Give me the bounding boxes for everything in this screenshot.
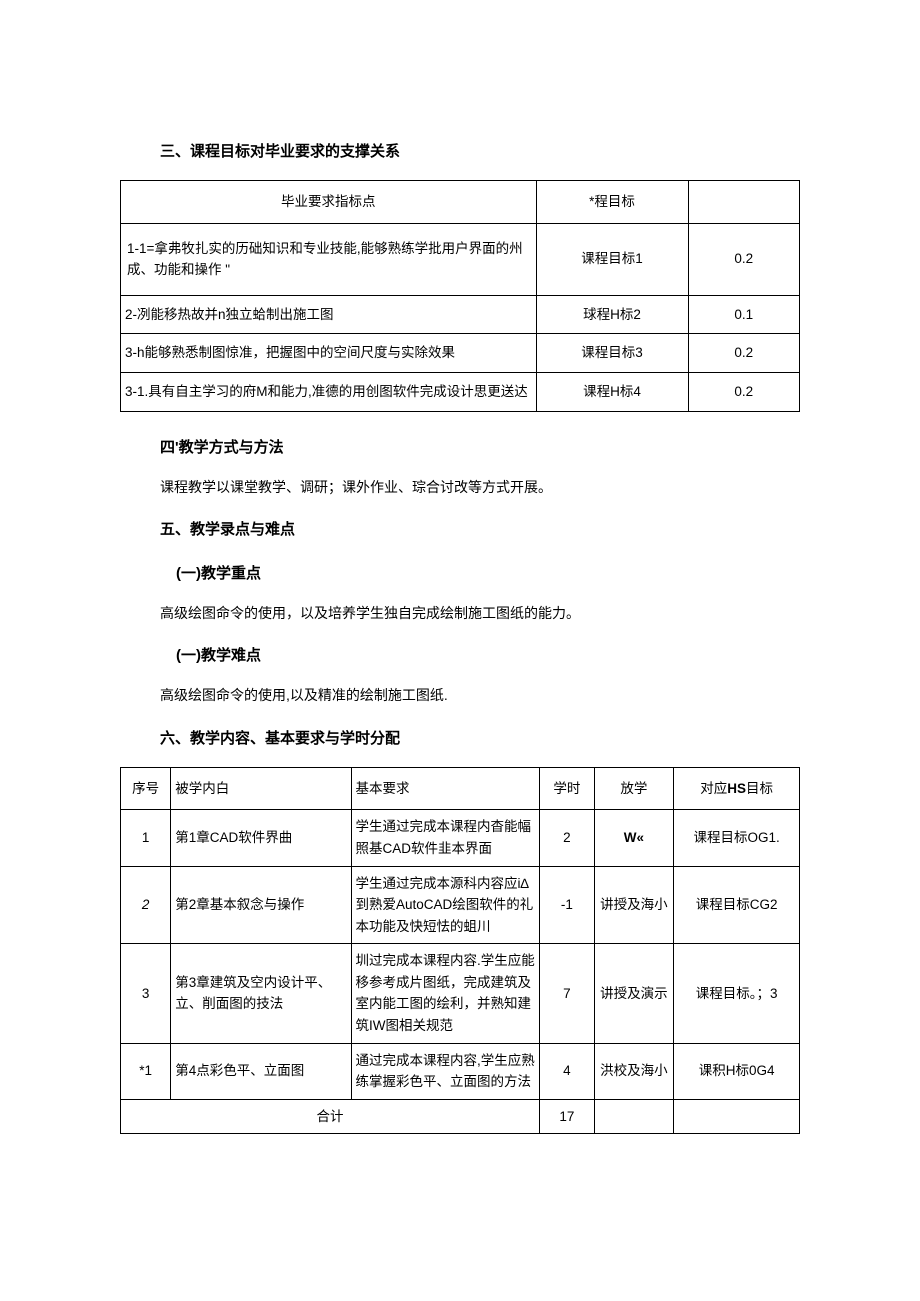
th-target-bold: HS: [727, 781, 746, 796]
th-value: [688, 181, 800, 224]
section-5-sub1-body: 高级绘图命令的使用，以及培养学生独自完成绘制施工图纸的能力。: [160, 602, 800, 624]
section-5-sub2-body: 高级绘图命令的使用,以及精准的绘制施工图纸.: [160, 684, 800, 706]
th-target-prefix: 对应: [700, 781, 727, 796]
table-row: 2 第2章基本叙念与操作 学生通过完成本源科内容应i∆到熟爱AutoCAD绘图软…: [121, 866, 800, 944]
th-method: 放学: [594, 767, 674, 810]
table-row: 3-h能够熟悉制图惊准，把握图中的空间尺度与实除效果 课程目标3 0.2: [121, 334, 800, 373]
cell-hours: 4: [540, 1043, 594, 1099]
cell-req: 3-1.具有自主学习的府M和能力,准德的用创图软件完成设计思更送达: [121, 372, 537, 411]
table-header-row: 序号 被学内白 基本要求 学时 放学 对应HS目标: [121, 767, 800, 810]
cell-seq: *1: [121, 1043, 171, 1099]
cell-target: 课程目标。；3: [674, 944, 800, 1043]
cell-target: 课程目标CG2: [674, 866, 800, 944]
cell-method: 讲授及海小: [594, 866, 674, 944]
th-content: 被学内白: [171, 767, 351, 810]
th-target: 对应HS目标: [674, 767, 800, 810]
cell-seq: 3: [121, 944, 171, 1043]
cell-target: 课程H标4: [536, 372, 688, 411]
table-header-row: 毕业要求指标点 *程目标: [121, 181, 800, 224]
th-target: *程目标: [536, 181, 688, 224]
table-row: 3 第3章建筑及空内设计平、立、削面图的技法 圳过完成本课程内容.学生应能移参考…: [121, 944, 800, 1043]
cell-target: 球程H标2: [536, 295, 688, 334]
cell-value: 0.1: [688, 295, 800, 334]
cell-content: 第1章CAD软件界曲: [171, 810, 351, 866]
cell-hours: 2: [540, 810, 594, 866]
cell-target: 课程目标1: [536, 223, 688, 295]
cell-req: 圳过完成本课程内容.学生应能移参考成片图纸，完成建筑及室内能工图的绘利，并熟知建…: [351, 944, 540, 1043]
section-4-body: 课程教学以课堂教学、调研；课外作业、琮合讨改等方式开展。: [160, 476, 800, 498]
table-row: 1 第1章CAD软件界曲 学生通过完成本课程内杳能幅照基CAD软件韭本界面 2 …: [121, 810, 800, 866]
table-graduation-requirements: 毕业要求指标点 *程目标 1-1=拿弗牧扎实的历础知识和专业技能,能够熟练学批用…: [120, 180, 800, 412]
cell-empty: [594, 1099, 674, 1134]
cell-content: 第3章建筑及空内设计平、立、削面图的技法: [171, 944, 351, 1043]
cell-content: 第4点彩色平、立面图: [171, 1043, 351, 1099]
cell-method: W«: [594, 810, 674, 866]
table-row: *1 第4点彩色平、立面图 通过完成本课程内容,学生应熟练掌握彩色平、立面图的方…: [121, 1043, 800, 1099]
section-3-heading: 三、课程目标对毕业要求的支撑关系: [160, 140, 800, 164]
section-5-sub1-heading: (一)教学重点: [176, 562, 800, 586]
th-target-suffix: 目标: [746, 781, 773, 796]
section-4-heading: 四'教学方式与方法: [160, 436, 800, 460]
cell-seq: 2: [121, 866, 171, 944]
cell-req: 学生通过完成本源科内容应i∆到熟爱AutoCAD绘图软件的礼本功能及快短怯的蛆川: [351, 866, 540, 944]
th-hours: 学时: [540, 767, 594, 810]
th-seq: 序号: [121, 767, 171, 810]
cell-value: 0.2: [688, 223, 800, 295]
table-row: 2-冽能移热故并n独立蛤制出施工图 球程H标2 0.1: [121, 295, 800, 334]
cell-seq: 1: [121, 810, 171, 866]
table-row: 3-1.具有自主学习的府M和能力,准德的用创图软件完成设计思更送达 课程H标4 …: [121, 372, 800, 411]
section-5-heading: 五、教学录点与难点: [160, 518, 800, 542]
cell-target: 课程目标3: [536, 334, 688, 373]
table-teaching-content: 序号 被学内白 基本要求 学时 放学 对应HS目标 1 第1章CAD软件界曲 学…: [120, 767, 800, 1135]
cell-hours: 7: [540, 944, 594, 1043]
cell-empty: [674, 1099, 800, 1134]
cell-value: 0.2: [688, 334, 800, 373]
cell-hours: -1: [540, 866, 594, 944]
section-6-heading: 六、教学内容、基本要求与学时分配: [160, 727, 800, 751]
cell-content: 第2章基本叙念与操作: [171, 866, 351, 944]
th-requirement: 毕业要求指标点: [121, 181, 537, 224]
cell-target: 课积H标0G4: [674, 1043, 800, 1099]
cell-method: 洪校及海小: [594, 1043, 674, 1099]
cell-req: 3-h能够熟悉制图惊准，把握图中的空间尺度与实除效果: [121, 334, 537, 373]
cell-req: 学生通过完成本课程内杳能幅照基CAD软件韭本界面: [351, 810, 540, 866]
cell-req: 2-冽能移热故并n独立蛤制出施工图: [121, 295, 537, 334]
table-row: 1-1=拿弗牧扎实的历础知识和专业技能,能够熟练学批用户界面的州成、功能和操作 …: [121, 223, 800, 295]
cell-method: 讲授及演示: [594, 944, 674, 1043]
cell-target: 课程目标OG1.: [674, 810, 800, 866]
cell-req: 1-1=拿弗牧扎实的历础知识和专业技能,能够熟练学批用户界面的州成、功能和操作 …: [121, 223, 537, 295]
th-req: 基本要求: [351, 767, 540, 810]
table-total-row: 合计 17: [121, 1099, 800, 1134]
cell-total-hours: 17: [540, 1099, 594, 1134]
cell-total-label: 合计: [121, 1099, 540, 1134]
cell-req: 通过完成本课程内容,学生应熟练掌握彩色平、立面图的方法: [351, 1043, 540, 1099]
cell-value: 0.2: [688, 372, 800, 411]
section-5-sub2-heading: (一)教学难点: [176, 644, 800, 668]
